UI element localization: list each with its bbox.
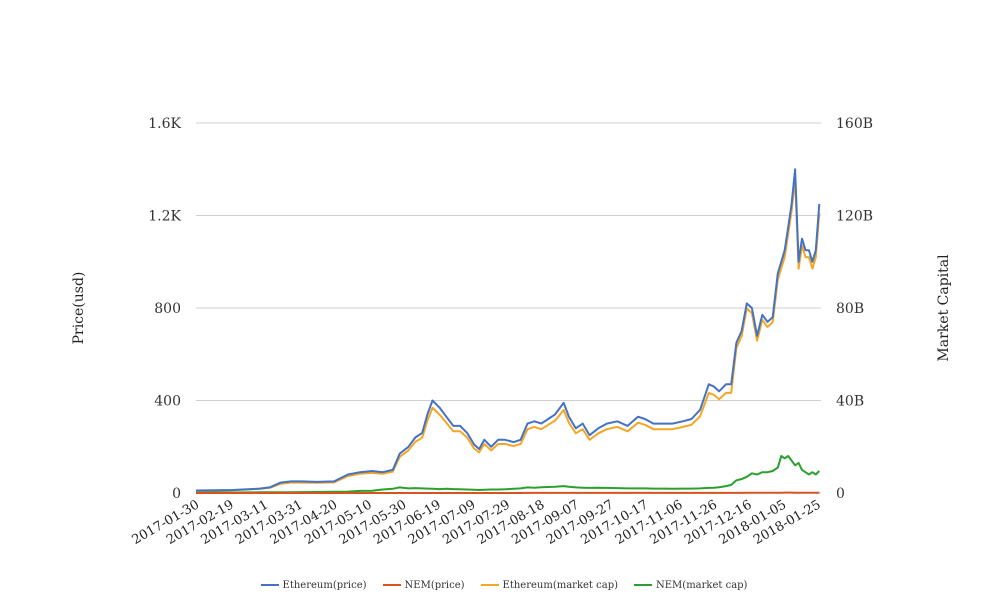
chart-legend: Ethereum(price) NEM(price) Ethereum(market… xyxy=(0,576,1008,594)
x-axis-ticks: 2017-01-302017-02-192017-03-112017-03-31… xyxy=(130,497,824,547)
series-group xyxy=(195,168,821,494)
series-line-ethereum-price xyxy=(195,168,821,492)
y-right-tick-label: 120B xyxy=(836,209,873,225)
y-axis-left-title: Price(usd) xyxy=(71,272,87,345)
legend-swatch xyxy=(260,584,279,586)
legend-label: Ethereum(price) xyxy=(282,579,367,591)
legend-item[interactable]: NEM(market cap) xyxy=(634,576,747,594)
legend-swatch xyxy=(480,584,499,586)
y-left-tick-label: 800 xyxy=(154,301,181,317)
y-left-tick-label: 1.6K xyxy=(148,116,181,132)
y-right-tick-label: 40B xyxy=(836,394,864,410)
legend-label: NEM(price) xyxy=(404,579,465,591)
legend-item[interactable]: Ethereum(market cap) xyxy=(480,576,618,594)
legend-swatch xyxy=(382,584,401,586)
y-right-tick-label: 80B xyxy=(836,301,864,317)
y-left-tick-label: 400 xyxy=(154,394,181,410)
grid-lines xyxy=(196,122,821,494)
legend-item[interactable]: Ethereum(price) xyxy=(260,576,367,594)
legend-swatch xyxy=(634,584,652,586)
y-axis-left-ticks: 0 400 800 1.2K 1.6K xyxy=(148,116,181,502)
legend-item[interactable]: NEM(price) xyxy=(382,576,465,594)
legend-label: NEM(market cap) xyxy=(656,579,748,591)
series-line-ethereum-market-cap xyxy=(195,177,821,492)
legend-label: Ethereum(market cap) xyxy=(502,579,618,591)
y-left-tick-label: 0 xyxy=(172,486,181,502)
y-right-tick-label: 160B xyxy=(836,116,873,132)
y-axis-right-ticks: 0 40B 80B 120B 160B xyxy=(836,116,873,502)
y-left-tick-label: 1.2K xyxy=(148,209,181,225)
y-axis-right-title: Market Capital xyxy=(936,254,952,362)
y-right-tick-label: 0 xyxy=(836,486,845,502)
series-line-nem-market-cap xyxy=(196,455,821,494)
